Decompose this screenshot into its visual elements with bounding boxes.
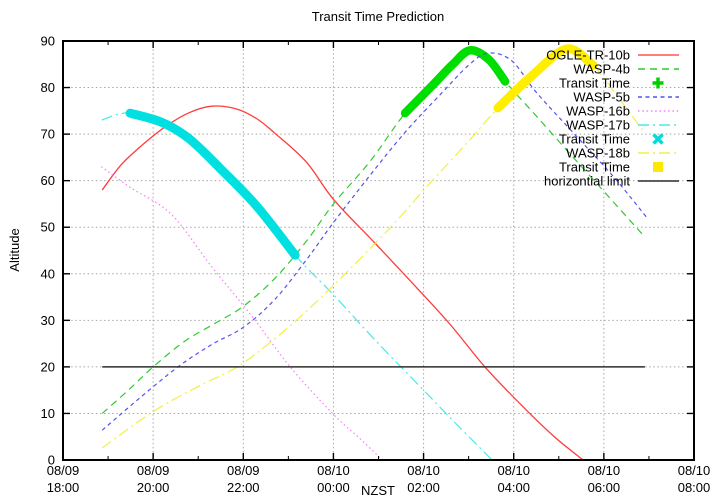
chart-title: Transit Time Prediction — [311, 9, 445, 24]
x-tick-label-date: 08/10 — [588, 463, 621, 478]
legend-label: WASP-5b — [573, 90, 630, 105]
legend-label: horizontial limit — [544, 174, 630, 189]
series-curves — [100, 44, 648, 460]
legend-label: Transit Time — [559, 160, 630, 175]
tick-labels: 0 10 20 30 40 50 60 70 80 90 08/09 18:00 08/09 20:00 0… — [41, 34, 711, 496]
x-tick-label-time: 22:00 — [227, 480, 260, 495]
legend-label: Transit Time — [559, 132, 630, 147]
transit-band-wasp-4b-transit-time — [400, 46, 510, 118]
y-tick-label: 0 — [48, 453, 55, 468]
y-tick-label: 30 — [41, 313, 55, 328]
axes — [62, 40, 695, 461]
y-tick-label: 50 — [41, 220, 55, 235]
legend-plus-marker-icon — [652, 77, 664, 89]
y-tick-label: 90 — [41, 34, 55, 49]
legend-entry-wasp-16b: WASP-16b — [566, 104, 679, 119]
x-tick-label-date: 08/10 — [407, 463, 440, 478]
legend-entry-horizontial-limit: horizontial limit — [544, 174, 679, 189]
transit-band-wasp-17b-transit-time — [125, 108, 300, 260]
legend-square-marker-icon — [653, 162, 663, 172]
legend-entry-wasp-5b: WASP-5b — [573, 90, 679, 105]
legend-label: WASP-18b — [566, 146, 630, 161]
x-tick-label-date: 08/10 — [678, 463, 711, 478]
y-tick-label: 80 — [41, 80, 55, 95]
x-tick-label-date: 08/09 — [137, 463, 170, 478]
legend-entry-transit-time: Transit Time — [559, 132, 664, 147]
x-tick-label-time: 20:00 — [137, 480, 170, 495]
curve-ogle-tr-10b — [101, 105, 584, 460]
curve-wasp-17b — [101, 112, 493, 460]
y-tick-label: 70 — [41, 127, 55, 142]
x-tick-label-time: 04:00 — [497, 480, 530, 495]
legend-x-marker-icon — [652, 133, 664, 145]
legend-entry-transit-time: Transit Time — [559, 76, 664, 91]
x-tick-label-date: 08/10 — [497, 463, 530, 478]
y-axis-title: Altitude — [7, 228, 22, 272]
curve-wasp-5b — [101, 52, 648, 431]
legend-entry-wasp-4b: WASP-4b — [573, 62, 679, 77]
x-tick-label-time: 18:00 — [47, 480, 80, 495]
transit-band-wasp-18b-transit-time — [493, 44, 598, 113]
legend-label: Transit Time — [559, 76, 630, 91]
y-tick-label: 10 — [41, 406, 55, 421]
curve-wasp-16b — [100, 166, 383, 460]
legend-label: WASP-17b — [566, 118, 630, 133]
x-tick-label-time: 00:00 — [317, 480, 350, 495]
x-tick-label-time: 06:00 — [588, 480, 621, 495]
legend-entry-wasp-18b: WASP-18b — [566, 146, 679, 161]
legend-entry-wasp-17b: WASP-17b — [566, 118, 679, 133]
legend-label: WASP-4b — [573, 62, 630, 77]
curve-wasp-18b — [101, 48, 646, 449]
legend-entry-ogle-tr-10b: OGLE-TR-10b — [546, 48, 679, 63]
y-tick-label: 40 — [41, 266, 55, 281]
x-tick-label-date: 08/09 — [47, 463, 80, 478]
curve-wasp-4b — [101, 49, 646, 414]
x-tick-label-date: 08/10 — [317, 463, 350, 478]
y-tick-label: 60 — [41, 173, 55, 188]
x-tick-label-date: 08/09 — [227, 463, 260, 478]
legend-entry-transit-time: Transit Time — [559, 160, 663, 175]
x-tick-label-time: 08:00 — [678, 480, 711, 495]
x-axis-title: NZST — [361, 483, 395, 498]
x-tick-label-time: 02:00 — [407, 480, 440, 495]
y-tick-label: 20 — [41, 359, 55, 374]
legend-label: OGLE-TR-10b — [546, 48, 630, 63]
legend-label: WASP-16b — [566, 104, 630, 119]
